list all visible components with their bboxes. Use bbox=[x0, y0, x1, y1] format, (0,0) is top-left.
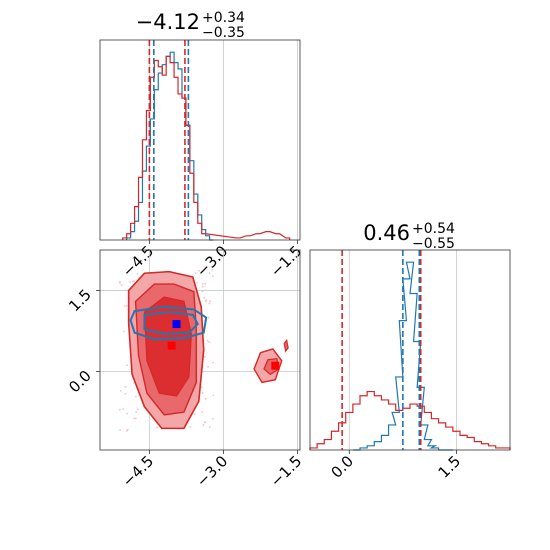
bl-contours bbox=[127, 270, 289, 430]
bl-sample-point bbox=[208, 341, 211, 344]
br-xtick-label: 1.5 bbox=[435, 452, 465, 482]
bl-frame bbox=[99, 249, 301, 451]
bl-sample-point bbox=[124, 392, 127, 395]
bl-sample-point bbox=[136, 273, 139, 275]
bl-sample-point bbox=[201, 290, 204, 293]
bl-sample-point bbox=[203, 421, 206, 424]
bl-sample-point bbox=[123, 330, 125, 333]
bl-sample-point bbox=[193, 413, 196, 416]
bl-sample-point bbox=[119, 389, 122, 392]
panel-top-left: −4.5 −3.0 −1.5 −4.12 +0.34 −0.35 bbox=[99, 10, 305, 281]
bl-marker bbox=[172, 320, 181, 329]
bl-ytick-label: 0.0 bbox=[65, 367, 95, 397]
bl-sample-point bbox=[156, 426, 158, 429]
bl-sample-point bbox=[131, 280, 134, 283]
tl-xtick-label: −3.0 bbox=[193, 242, 231, 280]
bl-sample-point bbox=[201, 282, 204, 285]
br-title-value: 0.46 bbox=[363, 221, 410, 245]
bl-sample-point bbox=[203, 355, 206, 358]
bl-sample-point bbox=[126, 428, 129, 431]
tl-title-plus: +0.34 bbox=[202, 10, 245, 26]
bl-sample-point bbox=[196, 281, 198, 284]
bl-sample-point bbox=[208, 272, 211, 274]
bl-sample-point bbox=[209, 300, 211, 303]
bl-sample-point bbox=[125, 304, 128, 307]
bl-sample-point bbox=[189, 425, 192, 428]
br-title-minus: −0.55 bbox=[412, 236, 455, 252]
bl-sample-point bbox=[212, 361, 214, 364]
br-hist-lines bbox=[309, 261, 511, 451]
bl-marker bbox=[167, 341, 176, 350]
bl-sample-point bbox=[202, 424, 205, 426]
bl-sample-point bbox=[207, 365, 209, 368]
br-title-plus: +0.54 bbox=[412, 221, 455, 237]
bl-sample-point bbox=[212, 417, 214, 420]
bl-sample-point bbox=[120, 284, 123, 287]
bl-sample-point bbox=[118, 408, 121, 411]
br-hist-blue bbox=[352, 261, 453, 451]
bl-xtick-label: −1.5 bbox=[267, 452, 305, 490]
bl-xtick-label: −4.5 bbox=[119, 452, 157, 490]
bl-sample-point bbox=[126, 412, 129, 415]
bl-sample-point bbox=[198, 269, 200, 272]
bl-xtick-label: −3.0 bbox=[193, 452, 231, 490]
tl-title-value: −4.12 bbox=[136, 10, 200, 34]
bl-sample-point bbox=[203, 296, 205, 299]
bl-marker bbox=[271, 361, 280, 370]
bl-sample-point bbox=[133, 417, 136, 420]
panel-bottom-right: 0.0 1.5 0.46 +0.54 −0.55 bbox=[309, 221, 511, 482]
tl-hist-blue bbox=[126, 51, 214, 241]
bl-sample-point bbox=[126, 364, 128, 367]
bl-sample-point bbox=[122, 408, 125, 410]
br-xtick-label: 0.0 bbox=[328, 452, 358, 482]
bl-red-island-small bbox=[283, 338, 289, 353]
bl-sample-point bbox=[207, 316, 210, 319]
tl-frame bbox=[99, 39, 301, 241]
br-ticks: 0.0 1.5 bbox=[328, 450, 465, 482]
bl-sample-point bbox=[135, 411, 138, 414]
bl-sample-point bbox=[201, 392, 204, 394]
tl-hist-red bbox=[122, 55, 291, 240]
bl-ytick-label: 1.5 bbox=[65, 286, 95, 316]
bl-sample-point bbox=[129, 281, 132, 283]
bl-sample-point bbox=[201, 411, 203, 414]
bl-sample-point bbox=[119, 282, 121, 284]
tl-title-minus: −0.35 bbox=[202, 25, 245, 41]
bl-sample-point bbox=[206, 339, 209, 342]
bl-sample-point bbox=[200, 386, 203, 389]
bl-sample-point bbox=[133, 280, 135, 282]
bl-sample-point bbox=[136, 408, 139, 411]
tl-xtick-label: −1.5 bbox=[267, 242, 305, 280]
bl-sample-point bbox=[135, 395, 137, 398]
bl-sample-point bbox=[208, 426, 211, 428]
bl-blue-contour-inner bbox=[143, 311, 200, 335]
bl-sample-point bbox=[134, 417, 137, 420]
bl-sample-point bbox=[204, 282, 207, 285]
bl-markers bbox=[167, 320, 280, 370]
panel-bottom-left: −4.5 −3.0 −1.5 0.0 1.5 bbox=[65, 249, 305, 491]
br-grid bbox=[348, 250, 457, 450]
bl-sample-point bbox=[194, 272, 197, 274]
bl-sample-point bbox=[123, 305, 126, 308]
bl-sample-point bbox=[201, 285, 204, 288]
br-hist-red bbox=[309, 390, 511, 450]
bl-sample-point bbox=[211, 268, 214, 271]
br-frame bbox=[309, 249, 511, 451]
bl-sample-point bbox=[208, 302, 211, 305]
bl-sample-point bbox=[205, 397, 207, 400]
tl-hist-lines bbox=[122, 51, 291, 241]
bl-sample-point bbox=[124, 385, 127, 388]
bl-sample-point bbox=[125, 429, 128, 432]
bl-sample-point bbox=[211, 275, 214, 278]
bl-sample-point bbox=[119, 429, 122, 431]
tl-grid bbox=[148, 40, 298, 240]
tl-quantile-lines bbox=[148, 40, 190, 240]
bl-blue-contour-outer bbox=[129, 305, 208, 341]
bl-sample-point bbox=[212, 394, 215, 397]
bl-sample-point bbox=[204, 300, 207, 303]
br-quantile-lines bbox=[341, 250, 422, 450]
